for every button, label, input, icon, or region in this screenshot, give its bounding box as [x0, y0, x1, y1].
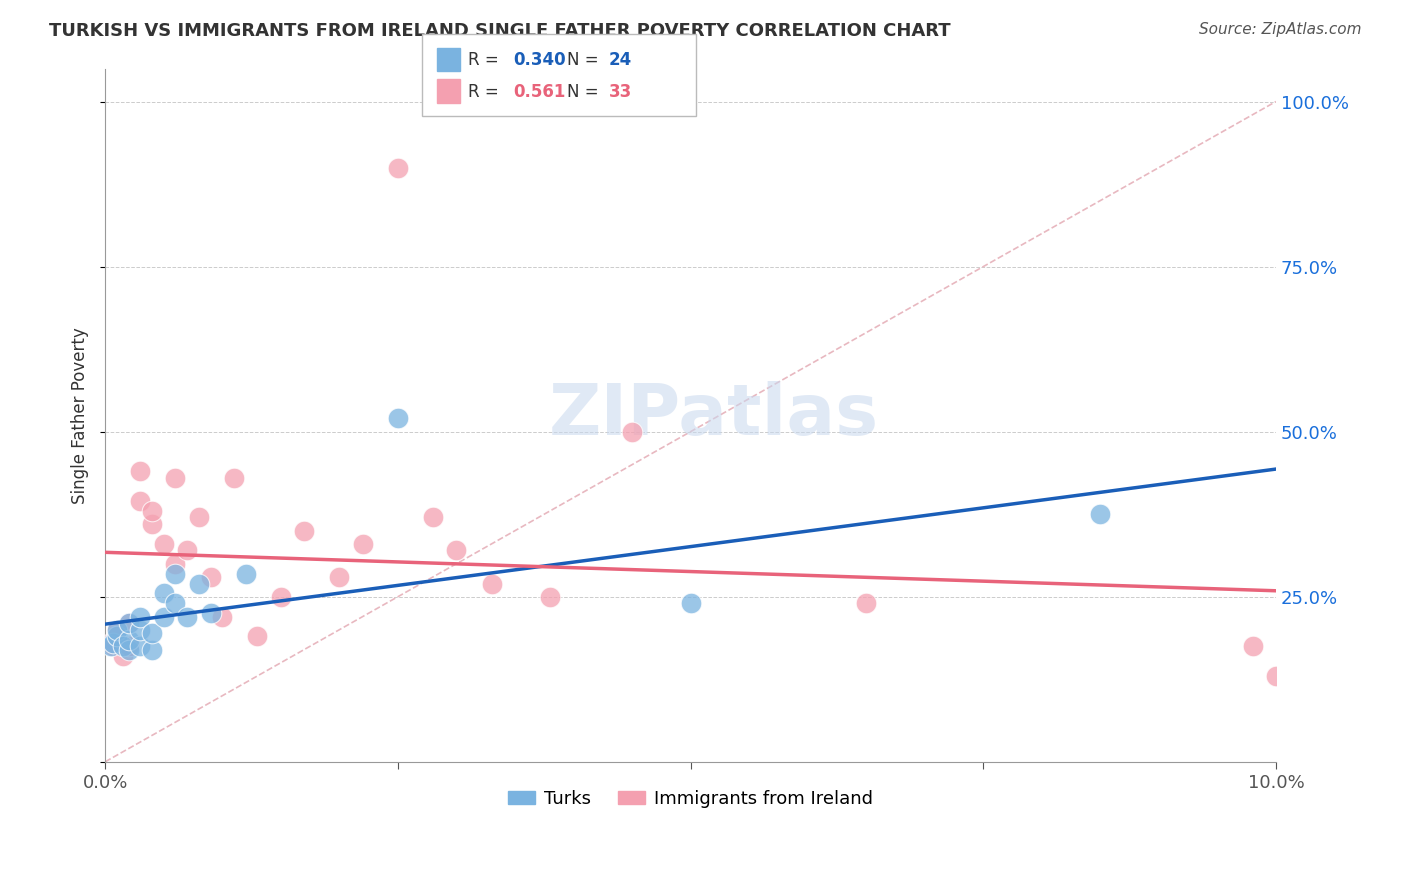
- Point: [129, 609, 152, 624]
- Point: [481, 576, 503, 591]
- Point: [855, 596, 877, 610]
- Point: [422, 510, 444, 524]
- Point: [141, 626, 163, 640]
- Point: [352, 537, 374, 551]
- Point: [105, 629, 128, 643]
- Point: [1265, 669, 1288, 683]
- Text: TURKISH VS IMMIGRANTS FROM IRELAND SINGLE FATHER POVERTY CORRELATION CHART: TURKISH VS IMMIGRANTS FROM IRELAND SINGL…: [49, 22, 950, 40]
- Point: [165, 557, 187, 571]
- Point: [538, 590, 561, 604]
- Point: [100, 639, 122, 653]
- Legend: Turks, Immigrants from Ireland: Turks, Immigrants from Ireland: [501, 782, 880, 815]
- Point: [187, 576, 209, 591]
- Text: Source: ZipAtlas.com: Source: ZipAtlas.com: [1198, 22, 1361, 37]
- Point: [129, 494, 152, 508]
- Point: [1241, 639, 1264, 653]
- Point: [152, 586, 174, 600]
- Point: [117, 616, 139, 631]
- Point: [103, 639, 125, 653]
- Point: [292, 524, 315, 538]
- Point: [211, 609, 233, 624]
- Point: [621, 425, 644, 439]
- Point: [117, 642, 139, 657]
- Point: [270, 590, 292, 604]
- Point: [129, 464, 152, 478]
- Text: R =: R =: [468, 83, 509, 101]
- Point: [165, 596, 187, 610]
- Point: [446, 543, 468, 558]
- Point: [165, 471, 187, 485]
- Point: [117, 639, 139, 653]
- Point: [235, 566, 257, 581]
- Point: [1090, 507, 1112, 521]
- Text: 0.561: 0.561: [513, 83, 565, 101]
- Point: [111, 639, 134, 653]
- Point: [105, 629, 128, 643]
- Point: [176, 609, 198, 624]
- Point: [105, 623, 128, 637]
- Text: ZIPatlas: ZIPatlas: [548, 381, 879, 450]
- Point: [176, 543, 198, 558]
- Text: 0.340: 0.340: [513, 51, 565, 69]
- Point: [328, 570, 350, 584]
- Text: N =: N =: [567, 51, 603, 69]
- Point: [679, 596, 702, 610]
- Point: [200, 570, 222, 584]
- Point: [141, 642, 163, 657]
- Point: [387, 411, 409, 425]
- Point: [165, 566, 187, 581]
- Point: [152, 609, 174, 624]
- Point: [200, 606, 222, 620]
- Point: [100, 636, 122, 650]
- Point: [141, 517, 163, 532]
- Point: [129, 623, 152, 637]
- Point: [246, 629, 269, 643]
- Point: [103, 636, 125, 650]
- Text: R =: R =: [468, 51, 505, 69]
- Point: [117, 632, 139, 647]
- Point: [111, 649, 134, 664]
- Point: [129, 639, 152, 653]
- Point: [187, 510, 209, 524]
- Y-axis label: Single Father Poverty: Single Father Poverty: [72, 326, 89, 503]
- Text: 33: 33: [609, 83, 633, 101]
- Point: [105, 623, 128, 637]
- Text: N =: N =: [567, 83, 603, 101]
- Point: [141, 504, 163, 518]
- Point: [222, 471, 245, 485]
- Point: [117, 616, 139, 631]
- Point: [387, 161, 409, 175]
- Text: 24: 24: [609, 51, 633, 69]
- Point: [152, 537, 174, 551]
